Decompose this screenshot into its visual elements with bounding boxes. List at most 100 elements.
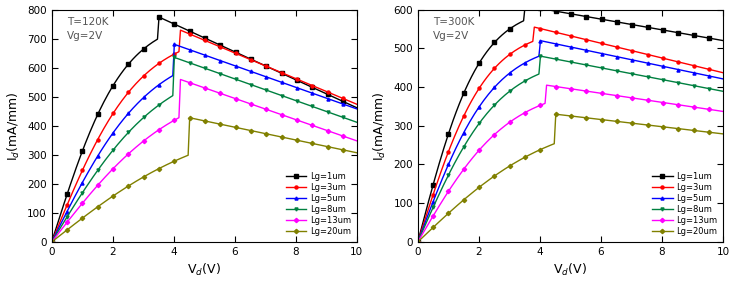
Lg=5um (47, 240, 56, 244)
Lg=8um (129, 126, 137, 130)
Line: Lg=13um: Lg=13um (50, 78, 358, 243)
Lg=13um (719, 110, 728, 113)
Lg=20um (129, 181, 137, 185)
Legend: Lg=1um, Lg=3um, Lg=5um, Lg=8um, Lg=13um, Lg=20um: Lg=1um, Lg=3um, Lg=5um, Lg=8um, Lg=13um,… (650, 170, 719, 238)
Lg=3um (339, 97, 348, 100)
X-axis label: V$_d$(V): V$_d$(V) (187, 262, 221, 278)
Lg=13um (129, 148, 137, 152)
Lg=3um (352, 103, 361, 106)
Lg=1um (426, 194, 434, 198)
Lg=5um (352, 107, 361, 110)
Lg=5um (170, 43, 179, 46)
Lg=5um (705, 74, 714, 78)
Lg=5um (694, 72, 703, 76)
Lg=3um (694, 65, 703, 68)
Line: Lg=20um: Lg=20um (416, 113, 725, 243)
Lg=3um (719, 71, 728, 74)
Lg=13um (176, 78, 185, 81)
Lg=8um (431, 199, 440, 202)
Lg=5um (426, 208, 434, 211)
Text: T=300K
Vg=2V: T=300K Vg=2V (433, 16, 474, 41)
Lg=1um (694, 35, 703, 38)
Line: Lg=1um: Lg=1um (50, 16, 358, 243)
Lg=3um (176, 28, 185, 32)
Lg=8um (719, 89, 728, 93)
Lg=1um (60, 202, 68, 205)
Lg=1um (65, 184, 74, 187)
Legend: Lg=1um, Lg=3um, Lg=5um, Lg=8um, Lg=13um, Lg=20um: Lg=1um, Lg=3um, Lg=5um, Lg=8um, Lg=13um,… (284, 170, 353, 238)
Line: Lg=20um: Lg=20um (50, 116, 358, 243)
Lg=8um (47, 240, 56, 244)
Lg=13um (60, 225, 68, 228)
Lg=8um (60, 220, 68, 224)
Lg=20um (719, 132, 728, 135)
Lg=8um (104, 154, 113, 158)
Lg=13um (328, 131, 337, 134)
Line: Lg=8um: Lg=8um (416, 55, 725, 243)
Y-axis label: I$_d$(mA/mm): I$_d$(mA/mm) (6, 91, 21, 160)
Lg=8um (352, 120, 361, 124)
Lg=3um (65, 196, 74, 200)
Lg=5um (339, 102, 348, 106)
Lg=20um (328, 146, 337, 149)
Lg=5um (495, 81, 503, 84)
Lg=5um (328, 99, 337, 102)
Lg=13um (495, 129, 503, 132)
Lg=1um (339, 100, 348, 103)
Lg=20um (65, 226, 74, 229)
Lg=20um (470, 189, 479, 193)
Lg=3um (431, 184, 440, 187)
Lg=5um (65, 204, 74, 207)
Lg=5um (60, 216, 68, 219)
Lg=20um (694, 129, 703, 133)
Lg=13um (470, 154, 479, 157)
Lg=8um (328, 112, 337, 115)
Lg=8um (339, 116, 348, 119)
Text: T=120K
Vg=2V: T=120K Vg=2V (67, 16, 109, 41)
Lg=20um (551, 112, 560, 116)
Lg=5um (536, 39, 545, 42)
Lg=5um (129, 106, 137, 110)
Lg=13um (104, 172, 113, 175)
Line: Lg=5um: Lg=5um (50, 43, 358, 243)
Line: Lg=13um: Lg=13um (416, 84, 725, 243)
Lg=1um (705, 36, 714, 40)
Lg=13um (426, 219, 434, 223)
Line: Lg=8um: Lg=8um (50, 56, 358, 243)
Lg=20um (431, 223, 440, 226)
Lg=1um (47, 240, 56, 244)
Lg=1um (495, 36, 503, 39)
Lg=5um (470, 112, 479, 116)
Line: Lg=3um: Lg=3um (416, 26, 725, 243)
Lg=13um (431, 209, 440, 212)
Lg=13um (352, 139, 361, 143)
Lg=8um (413, 240, 422, 244)
Lg=13um (542, 83, 551, 87)
Lg=3um (470, 94, 479, 97)
Lg=1um (104, 92, 113, 95)
Lg=20um (352, 151, 361, 154)
Lg=8um (426, 212, 434, 216)
Lg=1um (129, 57, 137, 61)
Lg=13um (694, 106, 703, 109)
Lg=20um (185, 116, 194, 120)
Lg=3um (413, 240, 422, 244)
Lg=3um (104, 119, 113, 122)
Lg=1um (352, 106, 361, 109)
Lg=5um (104, 138, 113, 141)
Line: Lg=5um: Lg=5um (416, 39, 725, 243)
Lg=1um (413, 240, 422, 244)
Lg=8um (470, 128, 479, 131)
Lg=20um (495, 171, 503, 174)
Lg=13um (339, 134, 348, 138)
Lg=3um (426, 202, 434, 206)
Lg=1um (470, 69, 479, 73)
Lg=5um (719, 77, 728, 81)
Lg=13um (705, 108, 714, 111)
Lg=13um (65, 217, 74, 220)
Lg=8um (536, 55, 545, 58)
Lg=13um (47, 240, 56, 244)
Line: Lg=3um: Lg=3um (50, 29, 358, 243)
Lg=1um (719, 39, 728, 42)
Lg=3um (530, 26, 539, 29)
